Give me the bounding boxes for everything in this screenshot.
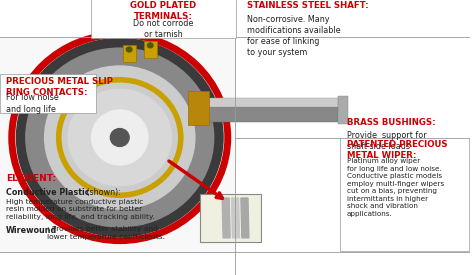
FancyBboxPatch shape [91, 0, 236, 38]
Bar [188, 91, 209, 125]
Text: Non-corrosive. Many
modifications available
for ease of linking
to your system: Non-corrosive. Many modifications availa… [246, 15, 340, 57]
Ellipse shape [45, 66, 195, 209]
Text: GOLD PLATED
TERMINALS:: GOLD PLATED TERMINALS: [130, 1, 197, 21]
Ellipse shape [68, 89, 172, 186]
FancyBboxPatch shape [200, 194, 261, 242]
Ellipse shape [91, 110, 148, 165]
Polygon shape [222, 198, 230, 238]
Text: : Provides better stability and
lower temperature coefficients.: : Provides better stability and lower te… [47, 226, 165, 240]
Text: Platinum alloy wiper
for long life and low noise.
Conductive plastic models
empl: Platinum alloy wiper for long life and l… [346, 158, 444, 217]
Ellipse shape [147, 43, 153, 48]
Text: PRECIOUS METAL SLIP
RING CONTACTS:: PRECIOUS METAL SLIP RING CONTACTS: [6, 77, 113, 97]
Text: High temperature conductive plastic
resin molded on substrate for better
reliabi: High temperature conductive plastic resi… [6, 199, 155, 219]
Text: STAINLESS STEEL SHAFT:: STAINLESS STEEL SHAFT: [246, 1, 368, 10]
Ellipse shape [127, 47, 132, 52]
Bar [197, 98, 338, 107]
Text: Conductive Plastic: Conductive Plastic [6, 188, 89, 197]
Bar [197, 107, 338, 122]
Text: For low noise
and long life: For low noise and long life [6, 94, 58, 114]
Polygon shape [231, 198, 239, 238]
Text: ELEMENT:: ELEMENT: [6, 174, 56, 183]
FancyBboxPatch shape [144, 41, 157, 58]
Ellipse shape [17, 39, 223, 236]
Ellipse shape [110, 129, 129, 146]
Bar [338, 96, 347, 124]
Bar [0, 37, 235, 252]
Text: BRASS BUSHINGS:: BRASS BUSHINGS: [346, 118, 435, 127]
FancyBboxPatch shape [340, 138, 469, 251]
Text: Provide  support for
shaft side loads: Provide support for shaft side loads [346, 131, 426, 151]
FancyBboxPatch shape [123, 45, 136, 62]
Polygon shape [241, 198, 249, 238]
Text: (shown):: (shown): [83, 188, 120, 197]
Text: Do not corrode
or tarnish: Do not corrode or tarnish [133, 19, 193, 39]
Text: PATENTED PRECIOUS
METAL WIPER:: PATENTED PRECIOUS METAL WIPER: [346, 140, 447, 160]
FancyBboxPatch shape [0, 74, 96, 113]
Text: Wirewound: Wirewound [6, 226, 57, 235]
Ellipse shape [26, 48, 214, 227]
